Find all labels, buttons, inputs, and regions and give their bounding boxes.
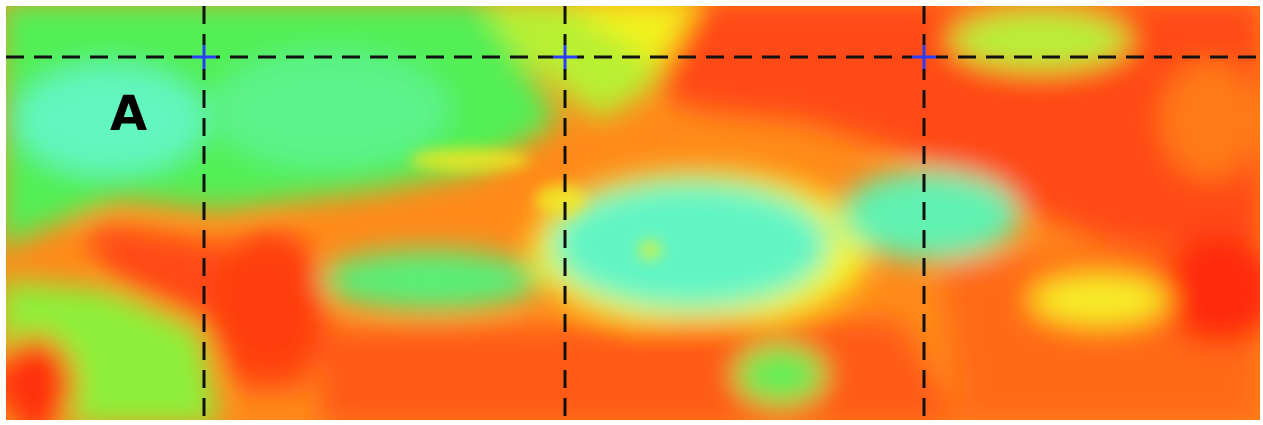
heat-map: A (0, 0, 1263, 425)
region-label: A (110, 86, 147, 142)
map-view: A (0, 0, 1263, 425)
terrain (0, 0, 1263, 425)
